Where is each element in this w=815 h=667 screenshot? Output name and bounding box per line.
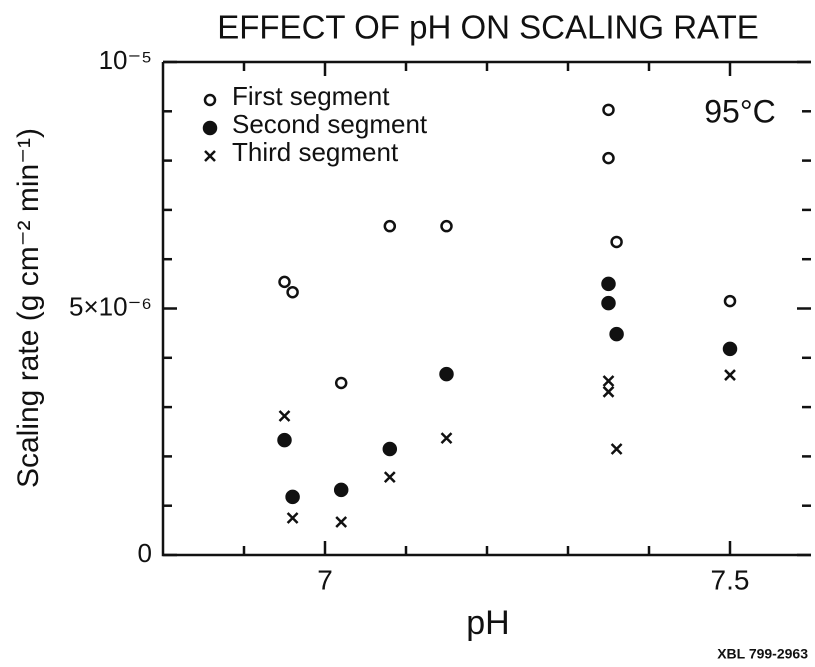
point — [334, 376, 348, 390]
point — [285, 489, 300, 505]
legend-label: First segment — [232, 81, 390, 111]
point — [440, 219, 453, 233]
point — [440, 432, 453, 445]
point — [278, 410, 291, 422]
point — [722, 341, 738, 357]
point — [724, 369, 736, 381]
point — [602, 103, 615, 117]
legend-label: Third segment — [232, 137, 399, 167]
point — [601, 276, 616, 292]
point — [286, 285, 299, 299]
footer: XBL 799-2963 — [717, 646, 808, 662]
point — [383, 219, 397, 233]
point — [610, 443, 623, 455]
point — [333, 482, 349, 498]
x-tick-label: 7 — [317, 564, 333, 595]
annotation: 95°C — [704, 93, 776, 129]
chart-title: EFFECT OF pH ON SCALING RATE — [217, 9, 759, 46]
point — [602, 375, 615, 387]
point — [439, 366, 454, 382]
y-tick-label: 5×10⁻⁶ — [69, 291, 152, 321]
point — [383, 471, 396, 483]
y-tick-label: 10⁻⁵ — [99, 45, 152, 75]
legend-marker — [204, 150, 216, 162]
point — [602, 151, 615, 165]
point — [335, 516, 348, 528]
point — [277, 432, 292, 448]
legend-marker — [203, 93, 217, 107]
point — [382, 441, 398, 457]
y-tick-label: 0 — [138, 538, 152, 568]
legend-label: Second segment — [232, 109, 428, 139]
point — [278, 275, 291, 289]
x-axis-label: pH — [466, 604, 509, 642]
point — [601, 295, 616, 311]
point — [609, 326, 624, 342]
point — [723, 294, 737, 308]
x-tick-label: 7.5 — [711, 564, 750, 595]
point — [610, 235, 623, 249]
y-axis-label: Scaling rate (g cm⁻² min⁻¹) — [12, 128, 45, 488]
point — [286, 512, 299, 524]
legend-marker — [202, 120, 218, 136]
point — [602, 385, 615, 398]
